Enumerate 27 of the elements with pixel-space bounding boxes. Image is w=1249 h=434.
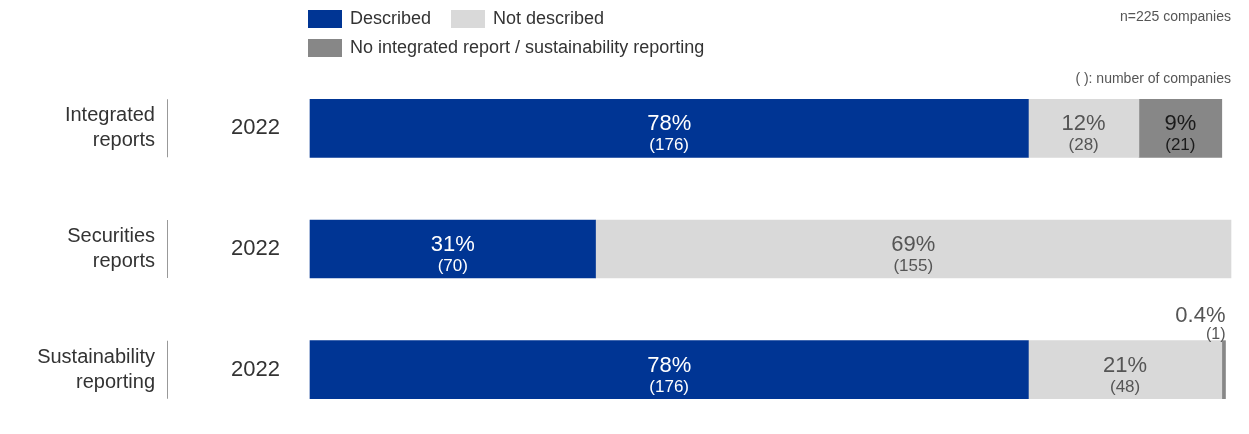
data-label: 21% (48) — [1103, 351, 1148, 396]
data-label: 9% (21) — [1164, 110, 1197, 155]
y-tick-label: Integrated reports — [64, 103, 155, 151]
bar — [1221, 340, 1226, 399]
bar — [309, 219, 596, 279]
bar — [309, 99, 1029, 158]
legend-label: Not described — [493, 8, 605, 29]
text: n=225 companies — [1120, 7, 1231, 24]
data-label: 69% (155) — [891, 231, 936, 275]
bar — [595, 219, 1232, 279]
data-label: 78% (176) — [647, 351, 692, 396]
bar — [1028, 99, 1140, 158]
text: 2022 — [231, 235, 280, 261]
bar — [1138, 99, 1223, 158]
y-tick-label: Securities reports — [67, 224, 155, 272]
data-label: 78% (176) — [647, 110, 692, 155]
data-label: 12% (28) — [1061, 110, 1106, 155]
data-label: 31% (70) — [430, 231, 475, 275]
legend-label: No integrated report / sustainability reporting — [350, 37, 705, 58]
text: 2022 — [231, 114, 280, 140]
y-tick-label: Sustainability reporting — [37, 344, 155, 392]
annotation: ( ): number of companies — [1075, 69, 1231, 86]
legend-label: Described — [350, 8, 432, 29]
bar — [1028, 340, 1223, 399]
data-label: 0.4% (1) — [1175, 301, 1226, 342]
text: 2022 — [231, 355, 280, 381]
bar — [309, 340, 1029, 399]
